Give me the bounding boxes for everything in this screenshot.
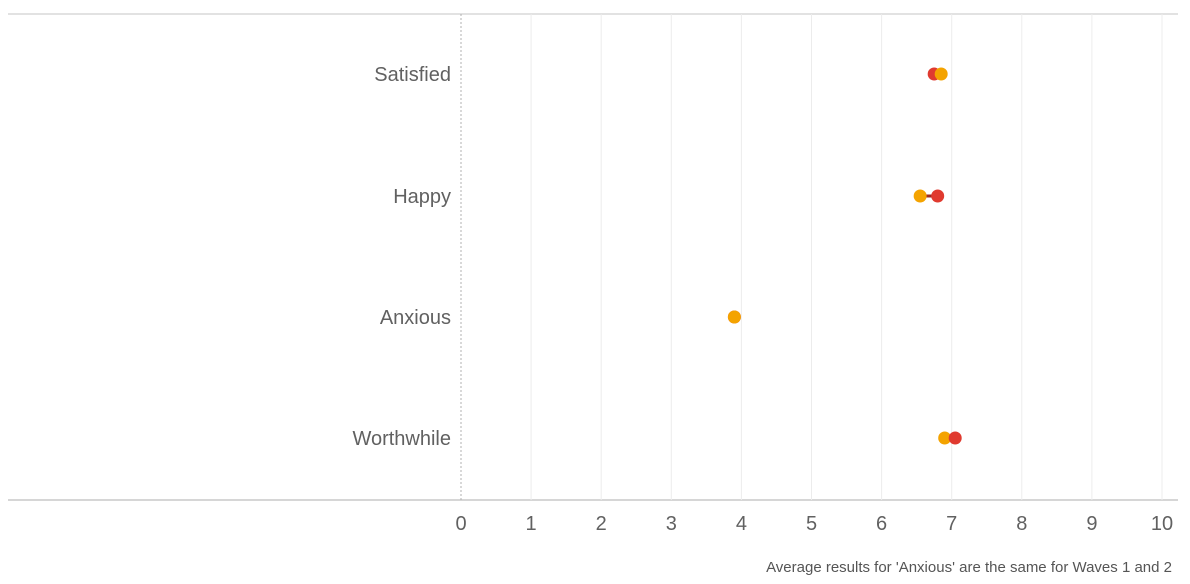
x-tick-label-0: 0: [455, 513, 466, 535]
category-label-satisfied: Satisfied: [374, 64, 451, 86]
category-label-anxious: Anxious: [380, 307, 451, 329]
x-tick-labels: 0 1 2 3 4 5 6 7 8 9 10: [455, 513, 1173, 535]
x-tick-label-8: 8: [1016, 513, 1027, 535]
point-series1-anxious: [727, 310, 741, 324]
connectors: [920, 72, 956, 440]
point-series1-happy: [913, 189, 927, 203]
category-label-happy: Happy: [393, 186, 451, 208]
data-points: [727, 67, 962, 445]
x-tick-label-5: 5: [806, 513, 817, 535]
x-tick-label-7: 7: [946, 513, 957, 535]
x-tick-label-6: 6: [876, 513, 887, 535]
category-labels: Satisfied Happy Anxious Worthwhile: [352, 64, 451, 450]
x-tick-label-10: 10: [1151, 513, 1173, 535]
gridlines: [460, 14, 1163, 500]
point-series2-worthwhile: [948, 431, 962, 445]
x-tick-label-9: 9: [1086, 513, 1097, 535]
x-tick-label-4: 4: [736, 513, 747, 535]
x-tick-label-1: 1: [526, 513, 537, 535]
x-tick-label-2: 2: [596, 513, 607, 535]
chart-footnote: Average results for 'Anxious' are the sa…: [766, 559, 1172, 576]
category-label-worthwhile: Worthwhile: [352, 428, 451, 450]
point-series1-satisfied: [934, 67, 948, 81]
point-series2-happy: [931, 189, 945, 203]
point-series1-worthwhile: [938, 431, 952, 445]
x-tick-label-3: 3: [666, 513, 677, 535]
